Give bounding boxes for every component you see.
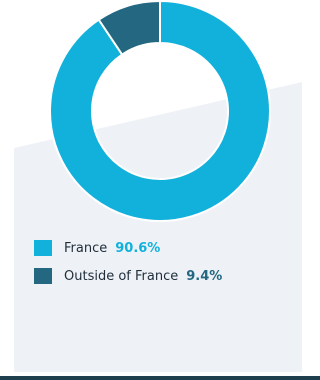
legend-value: 90.6%: [115, 241, 160, 256]
legend-name: Outside of France: [64, 269, 178, 284]
legend-label: France 90.6%: [64, 241, 160, 256]
bottom-border: [0, 376, 320, 380]
slice: [97, 0, 161, 56]
legend: France 90.6% Outside of France 9.4%: [34, 240, 222, 284]
legend-value: 9.4%: [186, 269, 222, 284]
legend-name: France: [64, 241, 107, 256]
legend-label: Outside of France 9.4%: [64, 269, 222, 284]
slice: [49, 0, 271, 222]
legend-swatch: [34, 268, 52, 284]
donut: [49, 0, 271, 222]
legend-swatch: [34, 240, 52, 256]
